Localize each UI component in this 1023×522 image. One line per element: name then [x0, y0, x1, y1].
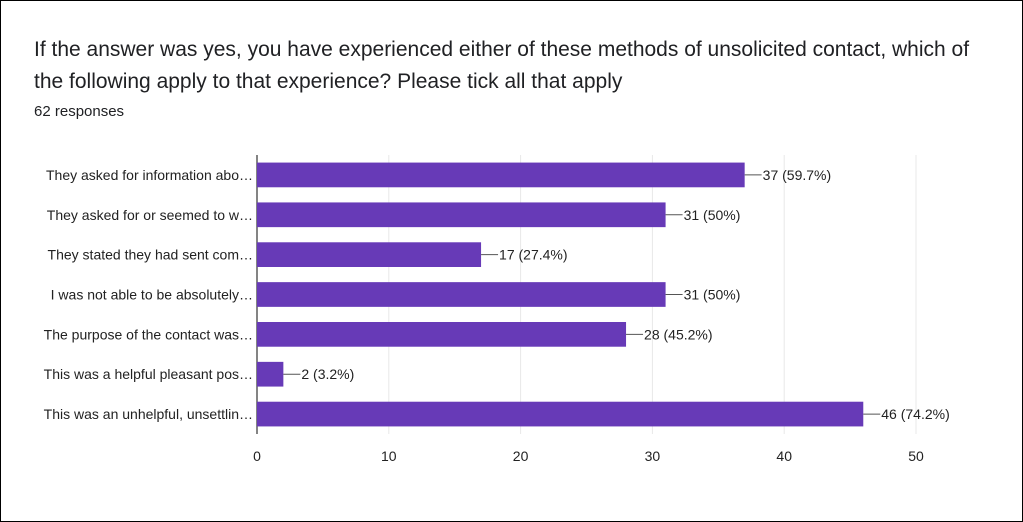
response-count: 62 responses — [34, 103, 125, 120]
bar — [257, 202, 666, 228]
x-tick-label: 50 — [908, 448, 924, 464]
category-label: This was an unhelpful, unsettlin… — [44, 406, 253, 422]
data-label: 28 (45.2%) — [644, 326, 712, 342]
data-label: 31 (50%) — [684, 287, 741, 303]
bar — [257, 282, 666, 307]
x-tick-label: 40 — [776, 448, 792, 464]
bar — [257, 242, 482, 267]
category-label: They stated they had sent com… — [48, 247, 253, 263]
category-label: They asked for information abo… — [46, 167, 253, 183]
bars: 37 (59.7%) 31 (50%) 17 (27.4%) 31 (50%) 28 (… — [257, 162, 950, 427]
category-label: This was a helpful pleasant pos… — [44, 366, 253, 382]
bar — [257, 401, 864, 427]
bar — [257, 162, 745, 188]
bar — [257, 361, 284, 387]
category-label: The purpose of the contact was… — [44, 326, 253, 342]
data-label: 31 (50%) — [684, 207, 741, 223]
data-label: 46 (74.2%) — [881, 406, 949, 422]
category-label: I was not able to be absolutely… — [51, 287, 253, 303]
data-label: 2 (3.2%) — [301, 366, 354, 382]
question-title: If the answer was yes, you have experien… — [34, 38, 970, 93]
category-label: They asked for or seemed to w… — [47, 207, 253, 223]
x-tick-label: 30 — [645, 448, 661, 464]
data-label: 17 (27.4%) — [499, 247, 567, 263]
data-label: 37 (59.7%) — [763, 167, 831, 183]
category-labels: They asked for information abo… They aske… — [44, 167, 253, 422]
x-axis-ticks: 0 10 20 30 40 50 — [253, 448, 924, 464]
x-tick-label: 0 — [253, 448, 261, 464]
bar — [257, 322, 627, 347]
x-tick-label: 20 — [513, 448, 529, 464]
x-tick-label: 10 — [381, 448, 397, 464]
